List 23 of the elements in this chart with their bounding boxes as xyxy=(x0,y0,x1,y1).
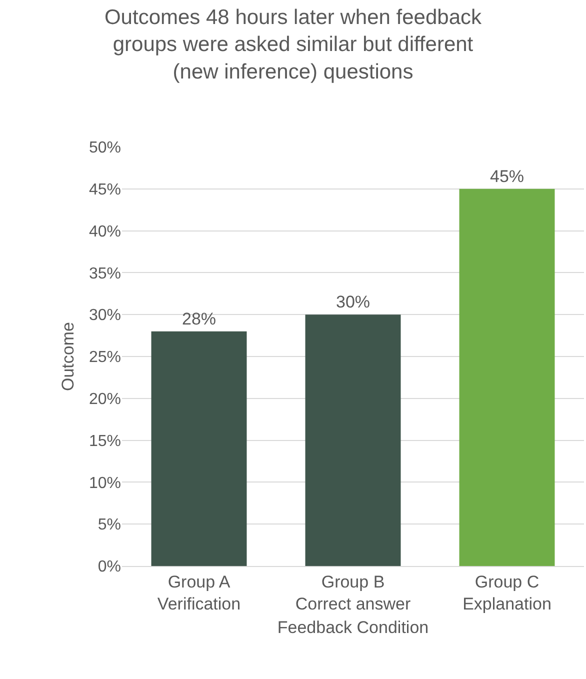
x-tick-label: Group C Explanation xyxy=(462,572,552,614)
data-label: 30% xyxy=(336,292,370,312)
y-tick-label: 30% xyxy=(88,307,121,324)
chart-title: Outcomes 48 hours later when feedback groups were asked similar but different (new inference) questions xyxy=(104,6,482,84)
y-tick-label: 25% xyxy=(88,349,121,366)
y-tick-label: 35% xyxy=(88,265,121,282)
data-label: 45% xyxy=(490,166,524,186)
y-axis-title: Outcome xyxy=(58,322,78,391)
y-tick-label: 5% xyxy=(98,516,121,534)
y-tick-label: 20% xyxy=(88,391,121,408)
bar xyxy=(305,314,401,566)
y-tick-label: 0% xyxy=(98,558,121,576)
y-tick-label: 40% xyxy=(88,223,121,240)
x-tick-label: Group B Correct answer xyxy=(295,572,411,614)
y-tick-label: 45% xyxy=(88,182,121,198)
y-tick-label: 10% xyxy=(88,474,121,492)
y-tick-label: 50% xyxy=(88,140,121,157)
x-axis-title: Feedback Condition xyxy=(277,618,429,637)
x-tick-label: Group A Verification xyxy=(157,572,241,614)
data-label: 28% xyxy=(182,309,216,328)
bar xyxy=(459,188,555,566)
y-tick-label: 15% xyxy=(88,432,121,450)
bar xyxy=(151,331,247,566)
